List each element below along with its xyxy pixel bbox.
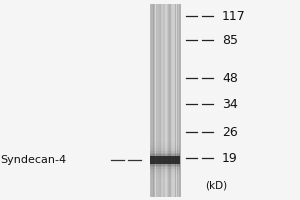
Bar	[150, 146, 180, 174]
Text: 48: 48	[222, 72, 238, 84]
Text: (kD): (kD)	[206, 180, 228, 190]
Text: 26: 26	[222, 126, 238, 138]
Bar	[150, 143, 180, 177]
Text: 117: 117	[222, 9, 246, 22]
Text: Syndecan-4: Syndecan-4	[0, 155, 66, 165]
Bar	[150, 156, 180, 164]
Text: 85: 85	[222, 33, 238, 46]
Bar	[150, 140, 180, 180]
Bar	[150, 151, 180, 169]
Bar	[150, 4, 180, 196]
Bar	[150, 153, 180, 167]
Text: 19: 19	[222, 152, 238, 164]
Bar	[150, 148, 180, 172]
Bar	[150, 138, 180, 182]
Bar	[150, 154, 180, 166]
Bar	[150, 156, 180, 164]
Bar	[150, 150, 180, 170]
Bar	[150, 142, 180, 178]
Bar	[150, 145, 180, 175]
Text: 34: 34	[222, 98, 238, 110]
